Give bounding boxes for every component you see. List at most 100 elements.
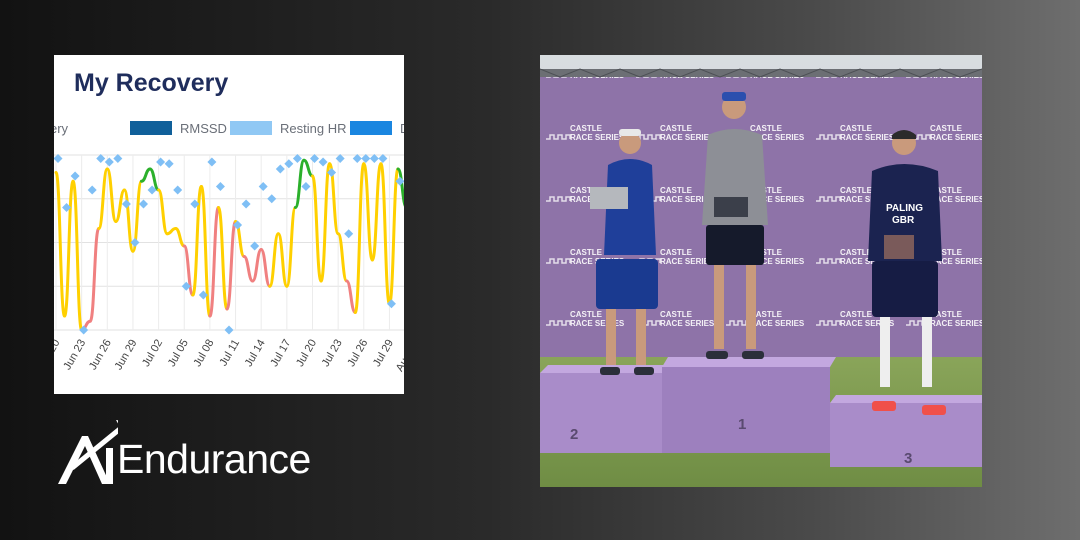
x-tick-label: Jul 23 (320, 338, 345, 369)
recovery-segment (71, 179, 84, 332)
resting-hr-point (284, 159, 294, 169)
resting-hr-point (207, 157, 217, 167)
resting-hr-point (121, 199, 131, 209)
legend-label-1: RMSSD (180, 121, 227, 136)
recovery-segment (268, 232, 280, 288)
resting-hr-point (310, 154, 319, 163)
recovery-segment (362, 162, 374, 262)
series-resting-hr-points (54, 154, 404, 335)
x-tick-label: Jul 26 (345, 338, 370, 369)
x-tick-label: Jul 05 (166, 338, 191, 369)
recovery-segment (216, 206, 229, 311)
recovery-segment (285, 206, 297, 288)
resting-hr-point (62, 203, 72, 212)
resting-hr-point (190, 199, 200, 209)
resting-hr-point (233, 220, 243, 230)
recovery-segment (370, 162, 383, 262)
resting-hr-point (147, 185, 157, 195)
legend-swatch-2 (230, 121, 272, 135)
x-tick-label: Jul 02 (140, 338, 165, 369)
resting-hr-point (275, 164, 285, 174)
x-tick-label: 20 (54, 338, 63, 355)
resting-hr-point (318, 157, 328, 167)
resting-hr-point (386, 299, 396, 309)
recovery-segment (345, 279, 357, 314)
resting-hr-point (327, 168, 337, 177)
recovery-segment (63, 179, 75, 318)
recovery-segment (328, 162, 340, 236)
recovery-segment (122, 188, 135, 253)
series-recovery-line (54, 158, 404, 332)
recovery-segment (319, 162, 332, 283)
resting-hr-point (87, 185, 97, 195)
resting-hr-point (395, 176, 404, 186)
recovery-segment (387, 167, 400, 306)
recovery-segment (259, 248, 272, 288)
legend-label-0: ery (54, 121, 69, 136)
resting-hr-point (361, 154, 371, 163)
podium-number-2: 2 (570, 426, 578, 443)
resting-hr-point (250, 241, 260, 251)
athlete-first-place (702, 92, 768, 359)
resting-hr-point (54, 154, 63, 163)
resting-hr-point (292, 154, 302, 163)
recovery-segment (191, 185, 203, 297)
recovery-segment (353, 162, 366, 314)
resting-hr-point (378, 154, 388, 163)
recovery-segment (302, 158, 314, 178)
recovery-segment (140, 167, 152, 183)
recovery-segment (157, 188, 169, 236)
legend-swatch-1 (130, 121, 172, 135)
resting-hr-point (164, 159, 174, 169)
recovery-segment (88, 227, 101, 323)
legend-label-2: Resting HR (280, 121, 347, 136)
resting-hr-point (267, 194, 277, 204)
legend-label-3: DFA a₁ (400, 121, 404, 136)
recovery-segment (165, 227, 178, 236)
x-tick-label: Jul 17 (268, 338, 293, 369)
resting-hr-point (344, 229, 354, 239)
podium-number-1: 1 (738, 416, 746, 433)
recovery-segment (97, 167, 109, 230)
athlete-third-place: PALING GBR (868, 130, 946, 415)
recovery-chart: 20 Jun 23 Jun 26 Jun 29 Jul 02 Jul 05 Jul 08 Ju… (54, 145, 404, 394)
resting-hr-point (181, 281, 191, 291)
x-tick-label: Jun 29 (113, 338, 140, 373)
resting-hr-point (258, 182, 268, 191)
recovery-segment (251, 248, 263, 283)
x-tick-label: Aug 01 (394, 338, 404, 374)
resting-hr-point (215, 182, 225, 191)
recovery-segment (242, 255, 255, 283)
x-tick-label: Jul 11 (217, 338, 242, 369)
recovery-segment (174, 227, 186, 248)
resting-hr-point (173, 185, 183, 195)
athlete-second-place (590, 129, 658, 375)
logo-mark-icon (58, 420, 118, 484)
resting-hr-point (335, 154, 345, 163)
recovery-segment (54, 171, 67, 318)
resting-hr-point (156, 157, 166, 167)
recovery-segment (311, 174, 323, 283)
resting-hr-point (139, 199, 148, 209)
recovery-segment (225, 220, 238, 311)
ai-endurance-logo: Endurance (54, 420, 354, 490)
recovery-chart-card: My Recovery eryRMSSDResting HRDFA a₁ 20J… (54, 55, 404, 394)
x-tick-label: Jul 20 (294, 338, 319, 369)
resting-hr-point (224, 325, 234, 335)
kit-text-name: PALING (886, 203, 923, 214)
recovery-segment (199, 185, 212, 318)
resting-hr-point (369, 154, 379, 163)
x-tick-label: Jul 14 (243, 338, 268, 369)
resting-hr-point (130, 238, 140, 247)
recovery-segment (105, 167, 118, 223)
podium-number-3: 3 (904, 450, 912, 467)
x-tick-label: Jun 26 (87, 338, 114, 373)
resting-hr-point (241, 199, 251, 209)
recovery-segment (131, 179, 143, 253)
recovery-segment (114, 188, 126, 223)
recovery-segment (208, 206, 220, 318)
podium-photo: CASTLE RACE SERIES 2 1 3 (540, 55, 982, 487)
recovery-segment (379, 162, 391, 306)
kit-text-country: GBR (892, 215, 915, 226)
